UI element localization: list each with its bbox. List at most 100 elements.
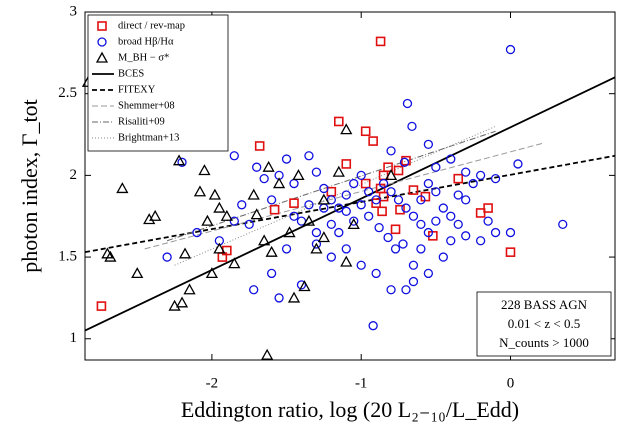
point [319,183,329,194]
annotation-box [476,291,612,357]
point [386,146,396,156]
point [384,169,398,181]
point [475,170,486,181]
point [393,195,404,205]
fit-line [84,76,616,332]
point [262,160,275,172]
point [408,276,419,287]
point [172,154,186,166]
point [341,244,351,254]
point [386,285,396,295]
point [229,216,239,226]
point [438,252,448,262]
point [416,195,426,205]
point [326,186,337,197]
point [229,151,239,161]
point [398,239,408,249]
fit-line [144,142,545,250]
point [446,211,456,221]
point [371,198,381,208]
point [149,209,162,221]
point [461,195,471,205]
point [390,244,401,254]
legend-label: Shemmer+08 [118,100,175,111]
point [431,162,441,172]
point [360,126,371,137]
point [395,204,405,215]
point [513,159,523,169]
fit-line [84,154,616,254]
point [143,213,156,225]
point [258,234,271,246]
point [341,159,352,169]
point [289,178,299,189]
point [317,193,330,205]
point [364,187,374,197]
point [247,188,260,200]
point [558,219,568,230]
point [274,293,284,303]
point [311,227,322,238]
point [304,200,314,210]
point [446,154,456,164]
y-tick-label: 1 [70,330,78,346]
legend-label: Brightman+13 [118,132,179,143]
point [347,218,360,230]
legend-label: direct / rev-map [118,20,185,31]
legend-label: BCES [118,68,144,79]
point [431,216,441,226]
point [205,267,219,279]
point [317,231,330,243]
point [378,178,389,189]
point [261,348,274,360]
point [368,136,378,146]
point [326,252,336,262]
legend-marker [95,51,109,63]
point [250,208,263,220]
point [259,173,269,184]
fit-line [166,130,496,242]
point [332,165,345,177]
point [289,211,299,221]
point [116,182,129,194]
point [401,155,411,166]
point [349,178,359,189]
point [289,198,299,208]
point [311,239,322,249]
point [416,244,426,254]
point [281,244,292,254]
legend-marker [97,37,107,47]
point [423,139,434,149]
legend-label: Risaliti+09 [118,116,165,127]
point [281,154,292,164]
point [252,162,262,172]
point [407,121,417,132]
point [446,236,456,246]
point [461,167,471,177]
point [393,165,404,176]
point [287,291,301,303]
point [193,185,207,197]
annotation: N_counts > 1000 [499,335,589,350]
point [390,224,401,235]
point [340,255,353,267]
point [177,157,187,167]
x-tick-label: -1 [355,375,368,391]
point [483,216,493,226]
point [468,178,478,189]
point [438,203,448,213]
point [104,250,117,262]
point [265,245,278,257]
legend-marker [97,21,107,31]
point [334,227,344,238]
point [298,280,311,292]
x-tick-label: -2 [206,375,219,391]
point [423,227,434,238]
point [375,36,386,47]
point [399,157,410,167]
y-tick-label: 3 [70,3,78,19]
legend-label: FITEXY [118,84,156,95]
point [378,191,389,202]
point [408,260,419,270]
